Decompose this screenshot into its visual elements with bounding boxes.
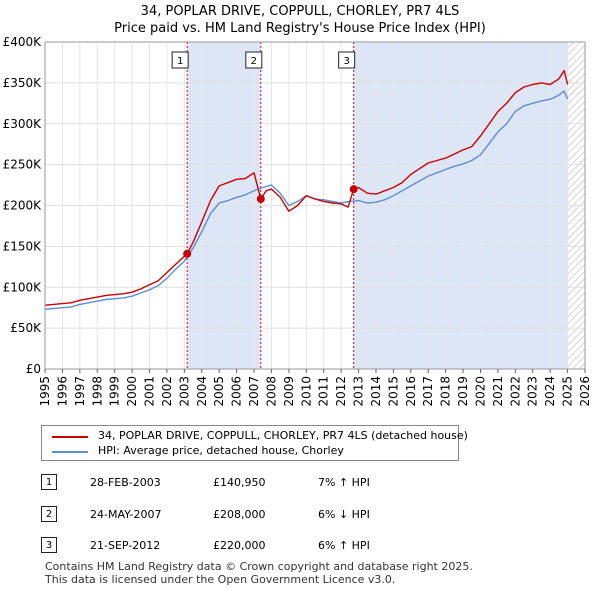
y-tick-label: £100K — [3, 280, 43, 294]
x-tick-label: 2024 — [543, 376, 557, 407]
x-tick-label: 2002 — [160, 376, 174, 407]
x-tick-label: 2010 — [299, 376, 313, 407]
sale-row: 3 21-SEP-2012 £220,000 6% ↑ HPI — [0, 537, 600, 557]
y-tick-label: £50K — [10, 321, 42, 335]
x-tick-label: 2005 — [212, 376, 226, 407]
x-tick-label: 2018 — [439, 376, 453, 407]
x-tick-label: 2026 — [578, 376, 592, 407]
x-tick-label: 2021 — [491, 376, 505, 407]
footer-copyright: Contains HM Land Registry data © Crown c… — [45, 560, 473, 573]
x-tick-label: 2016 — [404, 376, 418, 407]
y-tick-label: £350K — [3, 76, 43, 90]
sale-point — [183, 249, 192, 258]
sale-row: 1 28-FEB-2003 £140,950 7% ↑ HPI — [0, 474, 600, 494]
sale-date: 21-SEP-2012 — [90, 539, 161, 552]
sale-marker-badge: 2 — [245, 51, 263, 69]
x-tick-label: 2000 — [125, 376, 139, 407]
legend-label-property: 34, POPLAR DRIVE, COPPULL, CHORLEY, PR7 … — [98, 429, 468, 442]
chart-title-subtitle: Price paid vs. HM Land Registry's House … — [114, 21, 486, 36]
y-tick-label: £200K — [3, 199, 43, 213]
footer-attribution: Contains HM Land Registry data © Crown c… — [45, 560, 473, 586]
svg-text:3: 3 — [343, 56, 349, 67]
sale-price: £208,000 — [213, 508, 266, 521]
sale-price: £140,950 — [213, 476, 266, 489]
chart-title-address: 34, POPLAR DRIVE, COPPULL, CHORLEY, PR7 … — [140, 4, 460, 19]
x-tick-label: 2011 — [317, 376, 331, 407]
x-tick-label: 1999 — [108, 376, 122, 407]
x-tick-label: 2003 — [177, 376, 191, 407]
x-tick-label: 2001 — [143, 376, 157, 407]
x-tick-label: 2008 — [264, 376, 278, 407]
sale-marker-badge: 1 — [171, 51, 189, 69]
x-tick-label: 2020 — [473, 376, 487, 407]
y-tick-label: £300K — [3, 117, 43, 131]
x-tick-label: 2025 — [561, 376, 575, 407]
x-tick-label: 2007 — [247, 376, 261, 407]
svg-text:1: 1 — [177, 56, 183, 67]
x-tick-label: 1997 — [73, 376, 87, 407]
legend-label-hpi: HPI: Average price, detached house, Chor… — [98, 444, 344, 457]
x-tick-label: 1998 — [90, 376, 104, 407]
sale-point — [349, 185, 358, 194]
y-tick-label: £150K — [3, 239, 43, 253]
sale-date: 24-MAY-2007 — [90, 508, 162, 521]
x-tick-label: 2006 — [230, 376, 244, 407]
x-tick-label: 2004 — [195, 376, 209, 407]
y-tick-label: £250K — [3, 158, 43, 172]
svg-text:2: 2 — [251, 56, 257, 67]
x-tick-label: 2015 — [386, 376, 400, 407]
plot-frame — [44, 41, 586, 370]
x-tick-label: 2023 — [526, 376, 540, 407]
sale-hpi-change: 7% ↑ HPI — [318, 476, 370, 489]
price-chart: 1 2 3 £0 £50K £100K £150K £200K £250K £300K £350K £… — [3, 35, 592, 407]
sale-number-badge: 1 — [41, 474, 57, 490]
x-tick-label: 2017 — [421, 376, 435, 407]
chart-legend: 34, POPLAR DRIVE, COPPULL, CHORLEY, PR7 … — [41, 425, 468, 461]
series-line-property — [44, 69, 569, 306]
x-tick-label: 2019 — [456, 376, 470, 407]
sale-number-badge: 3 — [41, 537, 57, 553]
x-tick-label: 2022 — [508, 376, 522, 407]
legend-swatch-hpi — [52, 451, 88, 453]
sale-row: 2 24-MAY-2007 £208,000 6% ↓ HPI — [0, 506, 600, 526]
x-tick-label: 2009 — [282, 376, 296, 407]
x-tick-label: 2014 — [369, 376, 383, 407]
x-tick-label: 2012 — [334, 376, 348, 407]
sale-point — [256, 194, 265, 203]
sale-hpi-change: 6% ↓ HPI — [318, 508, 370, 521]
footer-licence: This data is licensed under the Open Gov… — [45, 573, 396, 586]
sale-marker-badge: 3 — [338, 51, 356, 69]
sale-number-badge: 2 — [41, 506, 57, 522]
legend-swatch-property — [52, 436, 88, 438]
y-tick-label: £400K — [3, 35, 43, 49]
x-tick-label: 1996 — [55, 376, 69, 407]
sale-hpi-change: 6% ↑ HPI — [318, 539, 370, 552]
x-tick-label: 1995 — [38, 376, 52, 407]
x-tick-label: 2013 — [352, 376, 366, 407]
sale-date: 28-FEB-2003 — [90, 476, 161, 489]
sale-price: £220,000 — [213, 539, 266, 552]
y-tick-label: £0 — [26, 362, 41, 376]
